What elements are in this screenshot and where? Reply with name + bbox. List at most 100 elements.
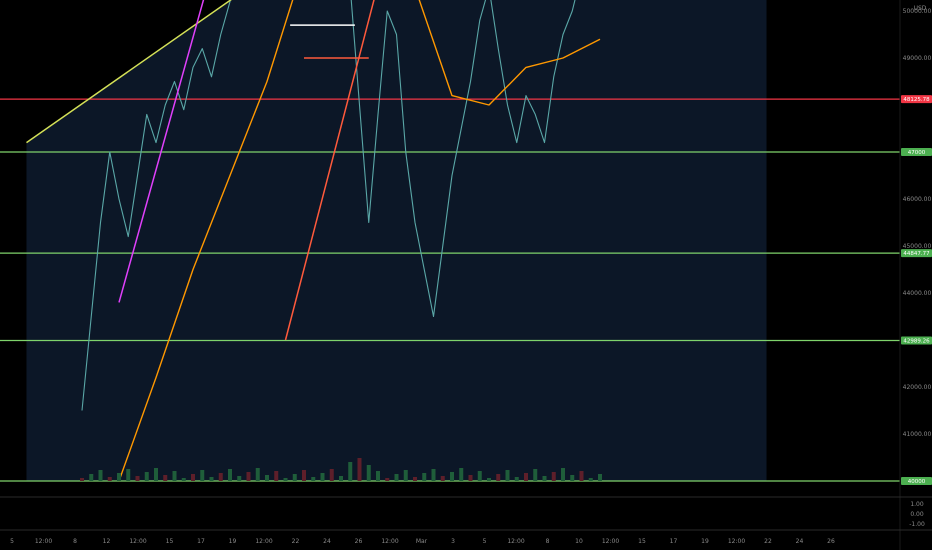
volume-bar	[89, 474, 94, 481]
price-tick-label: 41000.00	[903, 431, 932, 438]
volume-bar	[163, 475, 168, 481]
volume-bar	[172, 471, 177, 481]
forecast-area	[26, 0, 767, 481]
volume-bar	[126, 469, 131, 481]
price-tick-label: 42000.00	[903, 384, 932, 391]
trendline[interactable]	[118, 0, 216, 303]
price-badge-label: 47000	[908, 150, 926, 156]
volume-bar	[200, 470, 205, 481]
volume-bar	[98, 470, 103, 481]
volume-bar	[348, 462, 353, 481]
volume-bar	[394, 474, 399, 481]
volume-bar	[117, 473, 121, 481]
time-tick-label: 24	[323, 538, 331, 545]
volume-bar	[385, 478, 390, 481]
volume-bar	[514, 477, 519, 481]
price-tick-label: 50000.00	[903, 8, 932, 15]
volume-bar	[311, 477, 316, 481]
price-badge-label: 44847.77	[903, 251, 930, 257]
volume-bar	[265, 475, 269, 481]
series-line	[118, 0, 601, 482]
volume-bar	[191, 474, 195, 481]
volume-bar	[505, 470, 510, 481]
volume-bar	[135, 476, 140, 481]
volume-bar	[459, 468, 464, 481]
indicator-tick-label: 1.00	[910, 501, 924, 508]
time-tick-label: 19	[229, 538, 237, 545]
volume-bar	[477, 471, 482, 481]
trendline[interactable]	[284, 0, 392, 341]
time-tick-label: 8	[73, 538, 77, 545]
price-tick-label: 49000.00	[903, 55, 932, 62]
volume-bar	[431, 469, 436, 481]
volume-bar	[209, 477, 214, 481]
price-tick-label: 46000.00	[903, 196, 932, 203]
indicator-axis: 1.00 0.00 -1.00	[909, 501, 925, 528]
time-tick-label: Mar	[416, 538, 428, 545]
time-tick-label: 26	[355, 538, 363, 545]
volume-bar	[376, 471, 380, 481]
trend-drawings[interactable]	[26, 0, 767, 341]
price-badge	[901, 336, 932, 345]
price-tick-label: 45000.00	[903, 243, 932, 250]
time-tick-label: 12:00	[129, 538, 146, 545]
price-badge-label: 48125.78	[903, 97, 930, 103]
volume-bar	[246, 472, 251, 481]
time-tick-label: 12:00	[35, 538, 52, 545]
volume-bar	[440, 476, 445, 481]
volume-bar	[579, 471, 584, 481]
volume-bar	[524, 473, 528, 481]
price-badge	[901, 477, 932, 485]
volume-bar	[542, 476, 547, 481]
time-tick-label: 12:00	[381, 538, 398, 545]
time-axis[interactable]: 5 12:00 8 12 12:00 15 17 19 12:00 22 24 26 12:00 Mar 3…	[10, 538, 835, 545]
volume-bars	[80, 458, 602, 481]
volume-bar	[320, 473, 325, 481]
volume-bar	[329, 469, 334, 481]
volume-bar	[302, 470, 306, 481]
volume-bar	[144, 472, 149, 481]
volume-bar	[598, 474, 602, 481]
indicator-tick-label: 0.00	[910, 511, 924, 518]
volume-bar	[366, 465, 371, 481]
volume-bar	[107, 477, 112, 481]
time-tick-label: 12:00	[728, 538, 745, 545]
volume-bar	[154, 468, 158, 481]
trendline[interactable]	[26, 0, 767, 144]
series-lines	[81, 0, 601, 482]
shaded-region	[26, 0, 767, 481]
time-tick-label: 15	[166, 538, 174, 545]
time-tick-label: 19	[701, 538, 709, 545]
volume-bar	[403, 470, 408, 481]
volume-bar	[274, 471, 279, 481]
time-tick-label: 12:00	[602, 538, 619, 545]
volume-bar	[413, 477, 417, 481]
time-tick-label: 22	[764, 538, 772, 545]
currency-label: USD	[914, 5, 927, 12]
volume-bar	[533, 469, 538, 481]
volume-bar	[422, 473, 427, 481]
time-tick-label: 17	[197, 538, 205, 545]
volume-bar	[588, 478, 593, 481]
time-tick-label: 17	[670, 538, 678, 545]
volume-bar	[450, 472, 454, 481]
volume-bar	[339, 476, 343, 481]
volume-bar	[283, 478, 288, 481]
volume-bar	[228, 469, 232, 481]
volume-bar	[570, 475, 575, 481]
time-tick-label: 24	[796, 538, 804, 545]
volume-bar	[237, 476, 242, 481]
time-tick-label: 5	[10, 538, 14, 545]
time-tick-label: 22	[292, 538, 300, 545]
volume-bar	[292, 474, 297, 481]
price-badge-label: 40000	[908, 479, 926, 485]
price-badges: 53908.5600:1148125.784700044847.7742989.…	[901, 95, 932, 485]
time-tick-label: 12	[103, 538, 111, 545]
time-tick-label: 15	[638, 538, 646, 545]
time-tick-label: 10	[575, 538, 583, 545]
volume-bar	[468, 475, 473, 481]
time-tick-label: 5	[483, 538, 487, 545]
volume-bar	[181, 478, 186, 481]
time-tick-label: 3	[451, 538, 455, 545]
